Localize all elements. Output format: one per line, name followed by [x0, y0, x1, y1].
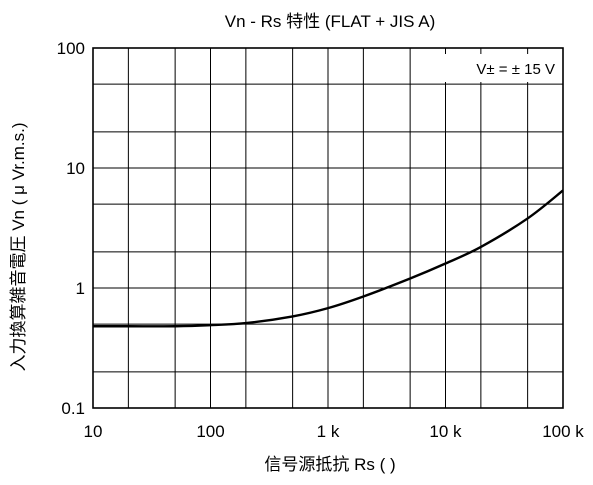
y-tick-label: 0.1 — [61, 399, 85, 418]
y-tick-label: 100 — [57, 39, 85, 58]
tick-labels: 10 100 1 k 10 k 100 k 0.1 1 10 100 — [57, 39, 585, 441]
y-axis-label: 入力換算雑音電圧 Vn ( μ Vr.m.s.) — [9, 122, 28, 371]
annotation-box: V± = ± 15 V — [443, 54, 559, 82]
series-layer — [93, 189, 564, 328]
y-tick-label: 1 — [76, 279, 85, 298]
plot-frame — [92, 47, 564, 409]
x-tick-label: 1 k — [317, 422, 340, 441]
x-tick-label: 100 k — [542, 422, 584, 441]
supply-voltage-annotation: V± = ± 15 V — [476, 61, 555, 78]
noise-curve — [93, 189, 564, 328]
x-axis-label: 信号源抵抗 Rs ( ) — [264, 455, 395, 474]
chart-title: Vn - Rs 特性 (FLAT + JIS A) — [225, 12, 436, 31]
x-tick-label: 10 — [84, 422, 103, 441]
y-tick-label: 10 — [66, 159, 85, 178]
x-tick-label: 10 k — [429, 422, 462, 441]
grid — [93, 48, 563, 408]
x-tick-label: 100 — [196, 422, 224, 441]
